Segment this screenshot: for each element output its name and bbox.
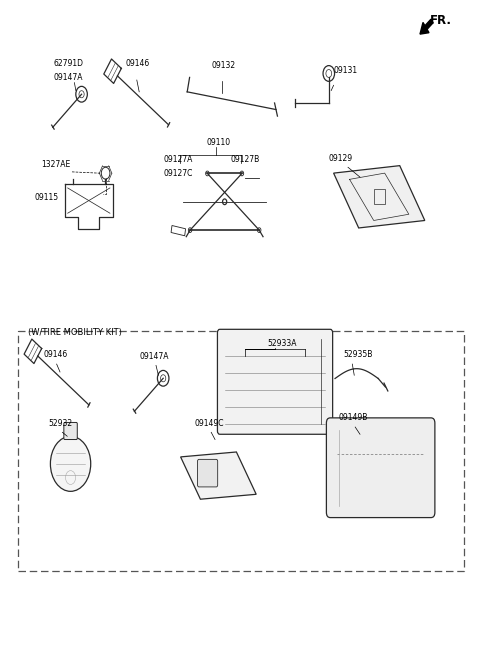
Text: 52932: 52932 xyxy=(48,419,72,428)
Text: 1327AE: 1327AE xyxy=(41,160,70,169)
Bar xyxy=(171,226,186,236)
Circle shape xyxy=(205,171,209,176)
Text: 09131: 09131 xyxy=(334,66,358,75)
Polygon shape xyxy=(334,166,425,228)
Text: 09146: 09146 xyxy=(126,59,150,68)
Circle shape xyxy=(240,171,244,176)
Text: 09149B: 09149B xyxy=(338,413,368,422)
Circle shape xyxy=(50,436,91,491)
Text: FR.: FR. xyxy=(430,14,452,28)
Text: 09127B: 09127B xyxy=(230,155,260,164)
Text: 09115: 09115 xyxy=(35,193,59,202)
Bar xyxy=(374,190,384,204)
Polygon shape xyxy=(180,452,256,499)
Text: 09132: 09132 xyxy=(211,61,235,70)
FancyBboxPatch shape xyxy=(217,329,333,434)
FancyBboxPatch shape xyxy=(198,459,217,487)
FancyBboxPatch shape xyxy=(326,418,435,518)
Text: 09110: 09110 xyxy=(206,138,230,147)
FancyBboxPatch shape xyxy=(64,422,77,440)
FancyBboxPatch shape xyxy=(18,331,464,571)
Text: 09147A: 09147A xyxy=(139,352,168,361)
Text: (W/TIRE MOBILITY KIT): (W/TIRE MOBILITY KIT) xyxy=(28,327,122,337)
Text: 52933A: 52933A xyxy=(267,338,297,348)
Circle shape xyxy=(257,228,261,232)
Circle shape xyxy=(223,199,227,205)
Text: 09147A: 09147A xyxy=(54,73,83,82)
Text: 09149C: 09149C xyxy=(194,419,224,428)
Text: 09127A: 09127A xyxy=(163,155,192,164)
Text: 09146: 09146 xyxy=(43,350,68,359)
Text: 62791D: 62791D xyxy=(54,59,84,68)
Text: 52935B: 52935B xyxy=(343,350,372,359)
Text: 09127C: 09127C xyxy=(163,169,192,178)
FancyArrow shape xyxy=(420,19,433,34)
Circle shape xyxy=(188,228,192,232)
Text: 09129: 09129 xyxy=(329,154,353,163)
